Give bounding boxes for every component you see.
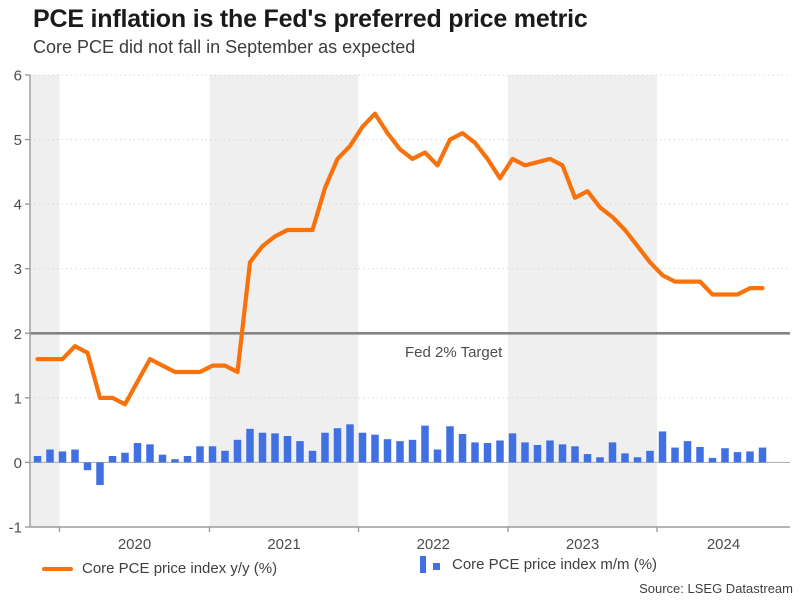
mom-bar-2021-08 <box>296 441 304 463</box>
y-tick-label-2: 2 <box>14 326 22 343</box>
mom-bar-2024-09 <box>758 447 767 463</box>
mom-bar-2023-03 <box>533 444 542 463</box>
chart-title: PCE inflation is the Fed's preferred pri… <box>33 5 588 33</box>
year-shading-band <box>30 75 60 527</box>
y-tick-label-3: 3 <box>14 261 22 278</box>
mom-bar-2020-07 <box>133 443 142 463</box>
mom-bar-2019-12 <box>46 449 54 463</box>
mom-bar-2021-02 <box>221 450 229 463</box>
mom-bar-2022-09 <box>458 434 467 463</box>
mom-bar-2023-12 <box>646 450 654 463</box>
x-year-label-2022: 2022 <box>417 536 450 553</box>
mom-bar-2021-06 <box>271 433 279 463</box>
mom-bar-2021-03 <box>233 439 242 463</box>
mom-bar-2020-11 <box>183 455 192 463</box>
mom-bar-2023-05 <box>558 444 567 463</box>
mom-bar-2021-04 <box>246 428 254 463</box>
mom-bar-2022-05 <box>408 439 417 463</box>
mom-bar-2023-06 <box>571 446 579 463</box>
mom-bar-2020-06 <box>121 452 129 463</box>
mom-bar-2020-09 <box>158 454 167 463</box>
mom-bar-2021-10 <box>321 432 329 463</box>
mom-bar-2024-07 <box>733 452 742 463</box>
mom-bar-2021-12 <box>346 424 354 463</box>
mom-bar-2020-03 <box>83 462 92 471</box>
legend-yoy-label: Core PCE price index y/y (%) <box>82 560 278 577</box>
mom-bar-2022-07 <box>433 449 442 463</box>
mom-bar-2022-01 <box>358 432 367 463</box>
mom-bar-2022-10 <box>471 442 479 463</box>
source-text: Source: LSEG Datastream <box>639 581 793 596</box>
mom-bar-2024-05 <box>708 457 717 463</box>
mom-bar-2023-11 <box>633 457 642 463</box>
y-tick-label-6: 6 <box>14 68 22 85</box>
mom-bar-2019-11 <box>33 455 42 463</box>
y-tick-label-1: 1 <box>14 390 22 407</box>
year-shading-band <box>508 75 657 527</box>
mom-bar-2022-06 <box>421 425 429 463</box>
y-tick-label-4: 4 <box>14 197 22 214</box>
x-year-label-2024: 2024 <box>707 536 740 553</box>
mom-bar-2024-01 <box>658 431 667 463</box>
mom-bar-2023-09 <box>608 442 617 463</box>
yoy-line-swatch-icon <box>42 566 73 571</box>
mom-bar-2023-10 <box>621 453 629 463</box>
mom-bar-2024-03 <box>683 441 692 463</box>
mom-bar-2024-06 <box>721 448 729 463</box>
mom-bar-2020-01 <box>58 451 67 463</box>
mom-bar-2022-03 <box>383 439 392 463</box>
mom-bar-2020-02 <box>71 449 79 463</box>
chart-subtitle: Core PCE did not fall in September as ex… <box>33 37 416 57</box>
mom-bar-2023-02 <box>521 442 529 463</box>
legend-item-yoy: Core PCE price index y/y (%) <box>42 560 277 577</box>
mom-bar-2020-04 <box>96 462 104 486</box>
y-tick-label-0: 0 <box>14 455 22 472</box>
mom-bar-2023-08 <box>596 457 604 463</box>
mom-bar-2024-04 <box>696 446 704 463</box>
mom-bar-swatch-icon <box>420 556 426 573</box>
mom-bar-2020-12 <box>196 446 204 463</box>
mom-bar-2022-12 <box>496 440 504 463</box>
chart-legend: Core PCE price index y/y (%) Core PCE pr… <box>0 556 801 584</box>
mom-bar-2020-05 <box>108 455 117 463</box>
mom-bar-2022-11 <box>483 443 492 463</box>
legend-mom-label: Core PCE price index m/m (%) <box>452 556 658 573</box>
mom-bar-2021-09 <box>308 450 317 463</box>
mom-bar-2024-02 <box>671 447 679 463</box>
x-year-label-2023: 2023 <box>566 536 599 553</box>
y-tick-label--1: -1 <box>9 520 22 537</box>
yoy-line <box>35 111 765 407</box>
mom-bar-2021-07 <box>283 435 292 463</box>
mom-bar-2023-04 <box>546 440 554 463</box>
fed-target-label: Fed 2% Target <box>405 344 503 361</box>
mom-bar-small-swatch-icon <box>433 563 440 570</box>
mom-bar-2024-08 <box>746 451 754 463</box>
x-year-label-2020: 2020 <box>118 536 151 553</box>
mom-bar-2022-08 <box>446 426 454 463</box>
mom-bar-2022-04 <box>396 441 404 463</box>
mom-bar-2020-10 <box>171 459 179 463</box>
legend-item-mom: Core PCE price index m/m (%) <box>420 556 657 573</box>
mom-bar-2021-01 <box>208 446 217 463</box>
mom-bar-2020-08 <box>146 444 154 463</box>
mom-bar-2023-01 <box>508 433 517 463</box>
x-year-label-2021: 2021 <box>267 536 300 553</box>
mom-bar-2023-07 <box>583 454 592 463</box>
mom-bar-2022-02 <box>371 434 379 463</box>
y-tick-label-5: 5 <box>14 132 22 149</box>
mom-bar-2021-05 <box>258 432 267 463</box>
mom-bar-2021-11 <box>333 428 342 463</box>
